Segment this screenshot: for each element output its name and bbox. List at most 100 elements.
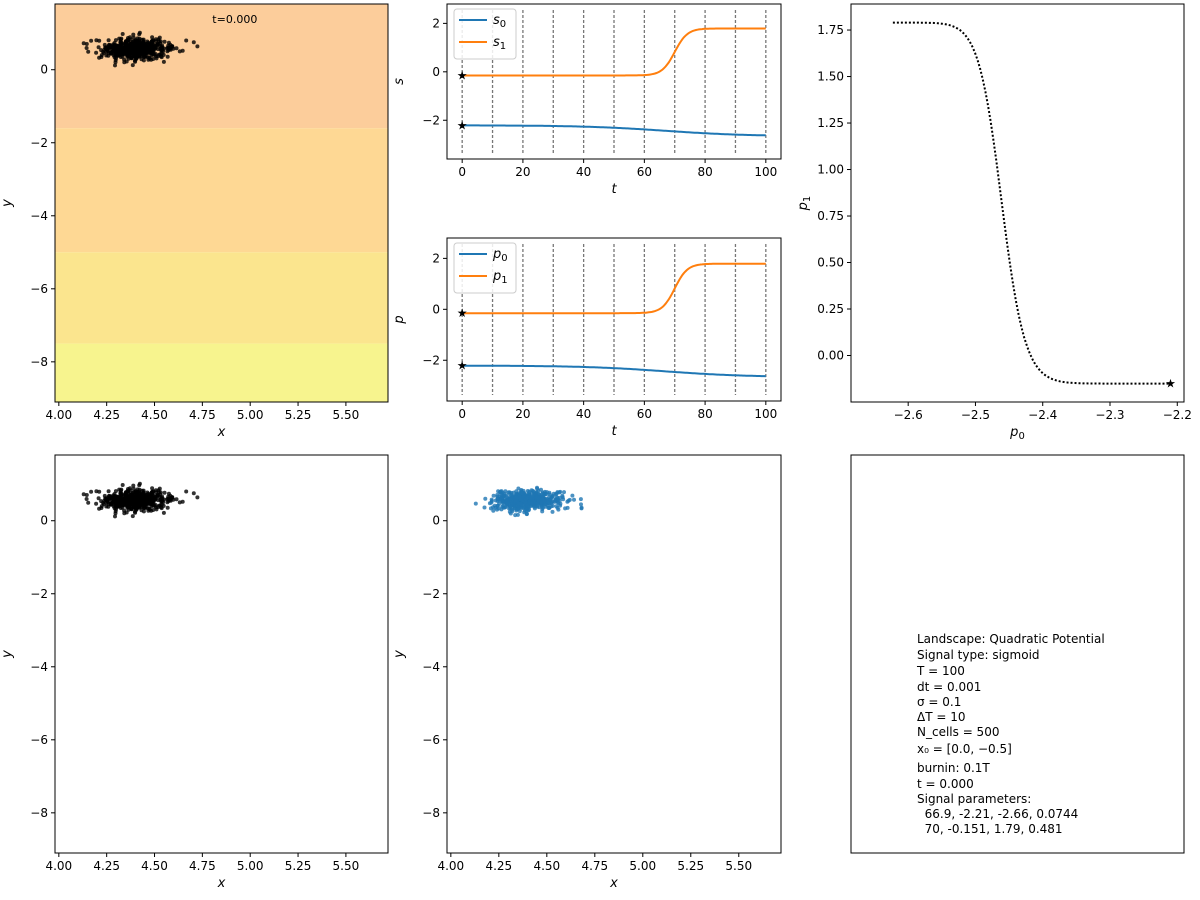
x-tick-label: 0 — [458, 407, 466, 421]
cell-point — [120, 32, 125, 36]
start-star-marker: ★ — [457, 359, 468, 373]
cell-point — [154, 39, 158, 44]
cell-point — [113, 494, 117, 499]
y-tick-label: −2 — [422, 587, 440, 601]
cell-point — [165, 54, 170, 59]
cell-point — [552, 499, 557, 504]
cell-point — [147, 493, 152, 498]
cell-point — [118, 491, 123, 496]
cell-point — [129, 56, 134, 61]
cell-point — [84, 493, 89, 497]
x-tick-label: 5.50 — [333, 859, 360, 873]
cell-point — [137, 48, 142, 53]
y-axis-label: y — [392, 650, 407, 659]
cell-point — [483, 496, 488, 501]
cell-point — [554, 491, 559, 496]
cell-point — [139, 492, 144, 497]
cell-point — [81, 492, 86, 497]
cell-point — [147, 42, 152, 47]
cell-point — [125, 49, 130, 54]
cell-point — [118, 40, 123, 45]
cell-point — [128, 486, 132, 491]
cell-point — [547, 490, 552, 495]
y-tick-label: 0 — [432, 302, 440, 316]
cell-point — [104, 53, 109, 58]
cell-point — [107, 42, 112, 47]
cell-point — [520, 491, 525, 496]
cell-point — [139, 41, 144, 46]
cell-point — [143, 51, 148, 56]
cell-point — [102, 493, 107, 498]
cell-point — [489, 497, 494, 502]
cell-point — [514, 508, 519, 513]
cell-point — [113, 60, 118, 65]
landscape-band — [55, 252, 388, 344]
cell-point — [159, 502, 164, 507]
axes-frame — [446, 3, 782, 160]
cell-point — [132, 44, 137, 49]
cell-point — [529, 501, 534, 506]
cell-point — [562, 490, 566, 495]
cell-point — [535, 501, 540, 506]
cell-point — [180, 499, 185, 504]
x-tick-label: 80 — [697, 165, 712, 179]
phase-trajectory — [891, 21, 1169, 385]
info-line: Landscape: Quadratic Potential — [917, 632, 1105, 646]
cell-point — [94, 50, 99, 55]
cell-point — [540, 507, 545, 511]
x-tick-label: 4.50 — [141, 859, 168, 873]
cell-point — [159, 506, 164, 511]
x-axis-label: t — [611, 424, 617, 439]
cell-point — [137, 481, 142, 486]
phase-start-star: ★ — [1165, 377, 1176, 391]
y-tick-label: 0.75 — [817, 209, 844, 223]
x-tick-label: 20 — [515, 165, 530, 179]
cell-point — [542, 498, 547, 503]
info-line: t = 0.000 — [917, 777, 974, 791]
cell-point — [141, 45, 146, 50]
cell-point — [140, 488, 145, 493]
x-tick-label: 100 — [754, 407, 777, 421]
y-axis-label: y — [0, 650, 15, 659]
cell-point — [513, 498, 518, 503]
x-tick-label: 4.50 — [533, 859, 560, 873]
cell-point — [140, 37, 145, 42]
cell-point — [540, 491, 545, 496]
cell-point — [106, 501, 111, 506]
x-axis-label: t — [611, 182, 617, 197]
cell-point — [120, 483, 125, 487]
cell-point — [133, 498, 137, 503]
cell-point — [525, 503, 530, 508]
cell-point — [180, 48, 185, 53]
cell-point — [161, 59, 166, 64]
cell-point — [104, 498, 109, 503]
cell-point — [104, 47, 109, 52]
y-axis-label: s — [392, 78, 407, 85]
cell-point — [525, 495, 530, 500]
cell-point — [112, 47, 116, 52]
cell-point — [128, 35, 132, 40]
x-tick-label: 0 — [458, 165, 466, 179]
cell-point — [106, 50, 111, 55]
x-tick-label: 4.75 — [189, 859, 216, 873]
cell-point — [133, 57, 138, 62]
y-tick-label: −2 — [30, 587, 48, 601]
cell-point — [508, 504, 513, 509]
y-tick-label: −4 — [30, 209, 48, 223]
cell-point — [106, 38, 111, 43]
y-tick-label: 0.50 — [817, 256, 844, 270]
cell-point — [516, 501, 521, 506]
series-line-s0 — [462, 124, 766, 137]
cell-point — [125, 505, 130, 510]
cell-point — [94, 489, 99, 494]
cell-point — [133, 47, 137, 52]
cell-point — [131, 483, 136, 488]
cell-point — [184, 38, 189, 43]
cell-point — [524, 511, 529, 516]
cell-point — [174, 46, 179, 51]
cell-point — [123, 490, 128, 495]
cell-point — [507, 509, 512, 514]
